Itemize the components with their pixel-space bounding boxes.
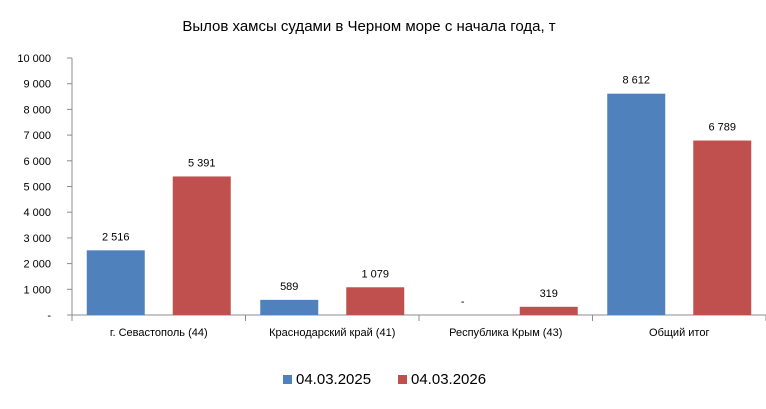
y-tick-label: 8 000 xyxy=(23,104,51,116)
data-label: 1 079 xyxy=(361,268,389,280)
y-tick-label: - xyxy=(47,310,51,322)
bar xyxy=(346,287,405,315)
data-label: 6 789 xyxy=(708,122,736,134)
data-label: 2 516 xyxy=(102,231,130,243)
x-tick-label: г. Севастополь (44) xyxy=(110,327,208,339)
bar xyxy=(260,299,319,315)
bar xyxy=(86,250,145,315)
bar xyxy=(607,93,666,315)
y-tick-label: 10 000 xyxy=(17,53,51,65)
y-tick-label: 9 000 xyxy=(23,79,51,91)
data-label: 5 391 xyxy=(188,157,216,169)
legend-swatch xyxy=(283,375,292,384)
data-label: 319 xyxy=(540,288,558,300)
data-label: 589 xyxy=(280,281,298,293)
y-tick-label: 6 000 xyxy=(23,156,51,168)
y-tick-label: 2 000 xyxy=(23,259,51,271)
x-tick-label: Общий итог xyxy=(649,327,709,339)
legend-label: 04.03.2026 xyxy=(411,371,486,388)
y-tick-label: 7 000 xyxy=(23,130,51,142)
y-tick-label: 4 000 xyxy=(23,207,51,219)
data-label: - xyxy=(461,296,465,308)
data-label: 8 612 xyxy=(622,75,650,87)
legend-label: 04.03.2025 xyxy=(296,371,371,388)
bar xyxy=(172,176,231,315)
chart-title: Вылов хамсы судами в Черном море с начал… xyxy=(182,18,555,35)
x-tick-label: Краснодарский край (41) xyxy=(269,327,395,339)
legend-swatch xyxy=(398,375,407,384)
bar xyxy=(693,140,752,315)
y-tick-label: 3 000 xyxy=(23,233,51,245)
x-tick-label: Республика Крым (43) xyxy=(449,327,562,339)
y-tick-label: 1 000 xyxy=(23,284,51,296)
y-tick-label: 5 000 xyxy=(23,182,51,194)
bar xyxy=(519,306,578,315)
